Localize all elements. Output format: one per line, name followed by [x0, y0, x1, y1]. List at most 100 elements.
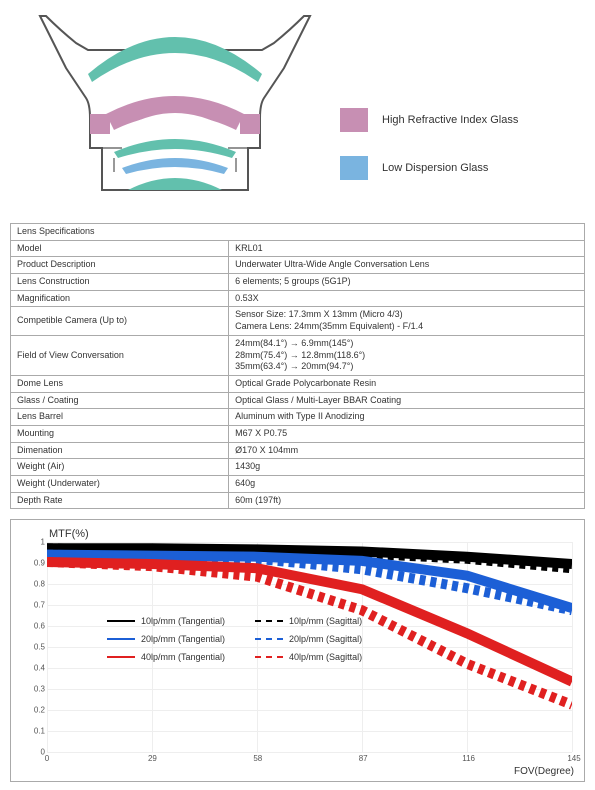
legend-line-sample: [107, 656, 135, 658]
high-refractive-edge-right: [240, 114, 260, 134]
chart-legend-item: 20lp/mm (Tangential): [107, 634, 225, 644]
x-tick-label: 58: [253, 754, 262, 763]
legend-swatch-blue: [340, 156, 368, 180]
legend-low-dispersion: Low Dispersion Glass: [340, 156, 585, 180]
diagram-legend: High Refractive Index Glass Low Dispersi…: [340, 8, 585, 204]
spec-value: Optical Grade Polycarbonate Resin: [229, 375, 585, 392]
spec-label: Lens Barrel: [11, 409, 229, 426]
y-tick-label: 0.3: [34, 685, 45, 694]
legend-swatch-pink: [340, 108, 368, 132]
spec-value: KRL01: [229, 240, 585, 257]
legend-series-label: 20lp/mm (Sagittal): [289, 634, 362, 644]
chart-plot-area: 00.10.20.30.40.50.60.70.80.91 10lp/mm (T…: [47, 542, 572, 752]
y-tick-label: 0.1: [34, 727, 45, 736]
y-tick-label: 0.7: [34, 601, 45, 610]
spec-label: Dome Lens: [11, 375, 229, 392]
table-row: Dome LensOptical Grade Polycarbonate Res…: [11, 375, 585, 392]
spec-value: 24mm(84.1°) → 6.9mm(145°) 28mm(75.4°) → …: [229, 335, 585, 375]
chart-legend-item: 20lp/mm (Sagittal): [255, 634, 362, 644]
table-row: Lens BarrelAluminum with Type II Anodizi…: [11, 409, 585, 426]
legend-line-sample: [255, 656, 283, 658]
spec-label: Magnification: [11, 290, 229, 307]
x-axis: 0295887116145: [47, 752, 574, 766]
legend-high-refractive: High Refractive Index Glass: [340, 108, 585, 132]
x-tick-label: 87: [359, 754, 368, 763]
teal-element-2: [114, 139, 236, 158]
spec-label: Product Description: [11, 257, 229, 274]
x-tick-label: 0: [45, 754, 49, 763]
y-axis: 00.10.20.30.40.50.60.70.80.91: [23, 542, 45, 752]
spec-label: Model: [11, 240, 229, 257]
y-tick-label: 0.8: [34, 580, 45, 589]
y-tick-label: 0.2: [34, 706, 45, 715]
chart-legend-item: 10lp/mm (Sagittal): [255, 616, 362, 626]
spec-label: Dimenation: [11, 442, 229, 459]
legend-series-label: 10lp/mm (Sagittal): [289, 616, 362, 626]
high-refractive-edge-left: [90, 114, 110, 134]
spec-value: 640g: [229, 476, 585, 493]
spec-value: M67 X P0.75: [229, 425, 585, 442]
table-row: Product DescriptionUnderwater Ultra-Wide…: [11, 257, 585, 274]
teal-element-3: [128, 178, 222, 190]
spec-table: Lens Specifications ModelKRL01Product De…: [10, 223, 585, 509]
spec-label: Glass / Coating: [11, 392, 229, 409]
spec-value: 60m (197ft): [229, 492, 585, 509]
table-row: Lens Construction6 elements; 5 groups (5…: [11, 274, 585, 291]
legend-line-sample: [255, 620, 283, 622]
y-tick-label: 0.5: [34, 643, 45, 652]
spec-value: Aluminum with Type II Anodizing: [229, 409, 585, 426]
spec-label: Weight (Air): [11, 459, 229, 476]
legend-series-label: 10lp/mm (Tangential): [141, 616, 225, 626]
table-row: DimenationØ170 X 104mm: [11, 442, 585, 459]
lens-cross-section-diagram: [10, 8, 340, 211]
x-tick-label: 29: [148, 754, 157, 763]
spec-label: Mounting: [11, 425, 229, 442]
legend-label: Low Dispersion Glass: [382, 162, 488, 174]
spec-label: Lens Construction: [11, 274, 229, 291]
x-tick-label: 145: [567, 754, 580, 763]
legend-series-label: 20lp/mm (Tangential): [141, 634, 225, 644]
y-tick-label: 0.4: [34, 664, 45, 673]
legend-label: High Refractive Index Glass: [382, 114, 518, 126]
table-row: Field of View Conversation24mm(84.1°) → …: [11, 335, 585, 375]
dome-element: [88, 37, 262, 82]
table-row: Glass / CoatingOptical Glass / Multi-Lay…: [11, 392, 585, 409]
spec-label: Field of View Conversation: [11, 335, 229, 375]
spec-value: 0.53X: [229, 290, 585, 307]
low-dispersion-element: [122, 158, 228, 174]
spec-value: Sensor Size: 17.3mm X 13mm (Micro 4/3) C…: [229, 307, 585, 335]
spec-label: Depth Rate: [11, 492, 229, 509]
legend-line-sample: [107, 620, 135, 622]
table-row: Weight (Air)1430g: [11, 459, 585, 476]
x-tick-label: 116: [462, 754, 475, 763]
chart-legend: 10lp/mm (Tangential) 10lp/mm (Sagittal) 20…: [107, 616, 362, 662]
table-row: MountingM67 X P0.75: [11, 425, 585, 442]
legend-series-label: 40lp/mm (Tangential): [141, 652, 225, 662]
spec-value: Ø170 X 104mm: [229, 442, 585, 459]
y-tick-label: 0.9: [34, 559, 45, 568]
spec-value: 1430g: [229, 459, 585, 476]
spec-table-header: Lens Specifications: [11, 224, 585, 241]
chart-legend-item: 40lp/mm (Tangential): [107, 652, 225, 662]
chart-title: MTF(%): [49, 528, 574, 540]
y-tick-label: 0.6: [34, 622, 45, 631]
spec-value: 6 elements; 5 groups (5G1P): [229, 274, 585, 291]
legend-line-sample: [107, 638, 135, 640]
spec-value: Optical Glass / Multi-Layer BBAR Coating: [229, 392, 585, 409]
legend-series-label: 40lp/mm (Sagittal): [289, 652, 362, 662]
table-row: ModelKRL01: [11, 240, 585, 257]
spec-value: Underwater Ultra-Wide Angle Conversation…: [229, 257, 585, 274]
table-row: Weight (Underwater)640g: [11, 476, 585, 493]
spec-label: Weight (Underwater): [11, 476, 229, 493]
mtf-chart: MTF(%) 00.10.20.30.40.50.60.70.80.91 10l…: [10, 519, 585, 782]
table-row: Magnification0.53X: [11, 290, 585, 307]
legend-line-sample: [255, 638, 283, 640]
top-section: High Refractive Index Glass Low Dispersi…: [10, 8, 585, 211]
x-axis-title: FOV(Degree): [21, 766, 574, 777]
chart-legend-item: 40lp/mm (Sagittal): [255, 652, 362, 662]
table-row: Competible Camera (Up to)Sensor Size: 17…: [11, 307, 585, 335]
table-row: Depth Rate60m (197ft): [11, 492, 585, 509]
y-tick-label: 1: [41, 538, 45, 547]
chart-legend-item: 10lp/mm (Tangential): [107, 616, 225, 626]
spec-label: Competible Camera (Up to): [11, 307, 229, 335]
